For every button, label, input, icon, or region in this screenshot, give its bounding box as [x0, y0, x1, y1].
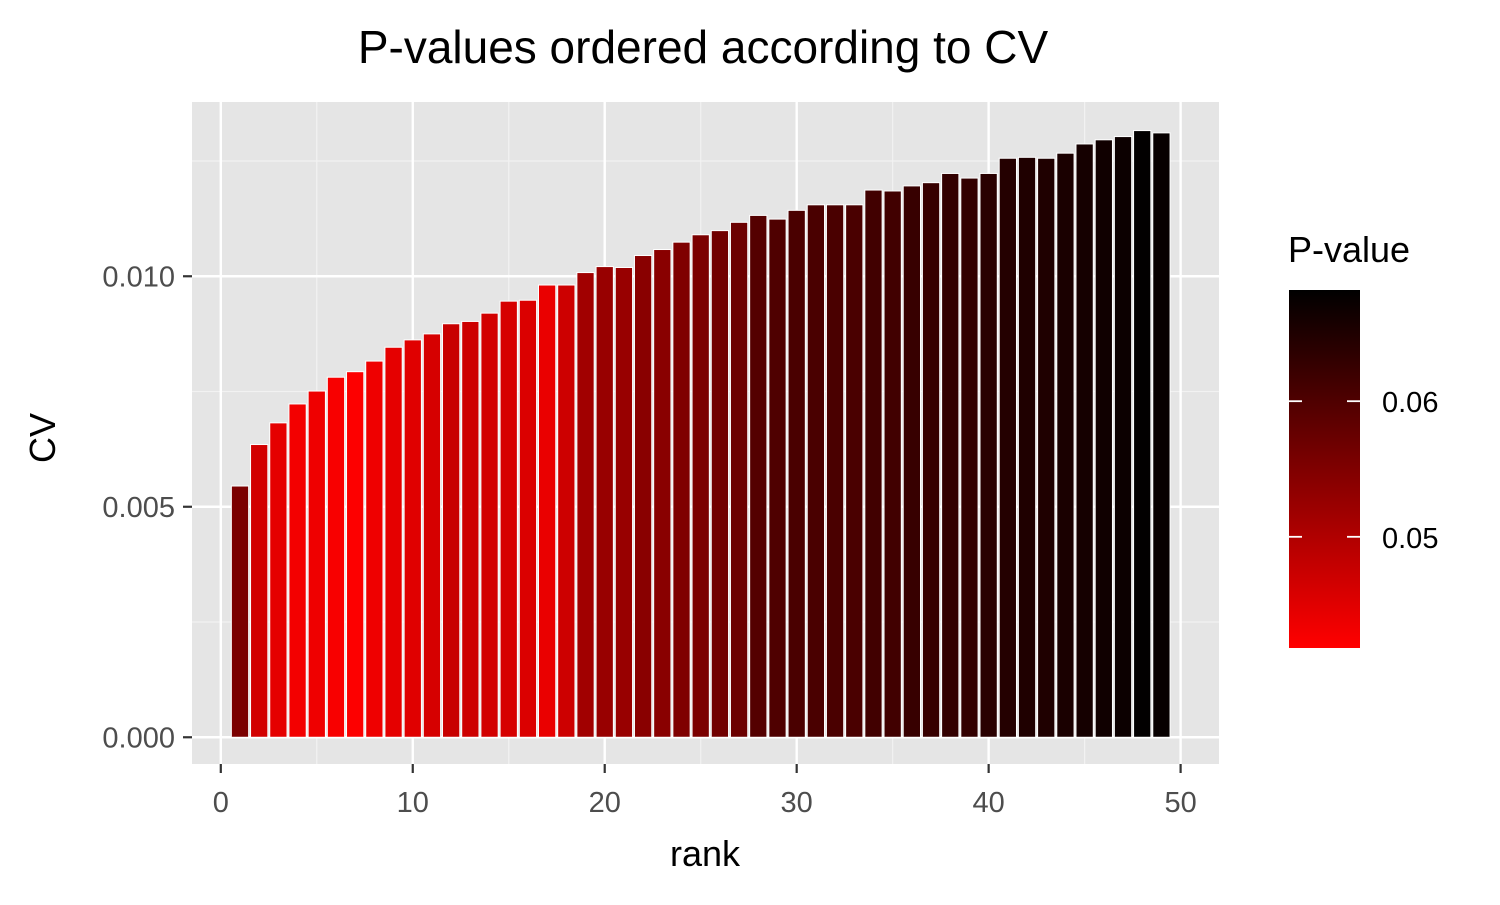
bar: [787, 209, 806, 738]
bar: [864, 189, 883, 738]
bar: [825, 204, 845, 738]
bar: [1017, 156, 1037, 738]
bar: [633, 255, 653, 738]
bar: [1037, 157, 1056, 738]
x-tick-label: 0: [213, 787, 229, 819]
y-axis-label: CV: [22, 413, 63, 463]
bar: [653, 249, 672, 738]
bar: [442, 323, 461, 738]
axes: 0 10 20 30 40 50 0.000 0.005 0.010: [102, 261, 1196, 819]
bar: [1152, 132, 1171, 738]
x-tick-label: 30: [781, 787, 813, 819]
bar: [921, 182, 941, 738]
bar: [979, 172, 998, 738]
x-tick-label: 10: [397, 787, 429, 819]
bar: [1075, 143, 1094, 738]
x-tick-label: 40: [973, 787, 1005, 819]
bar: [614, 267, 634, 738]
bar: [384, 346, 403, 738]
chart-title: P-values ordered according to CV: [358, 21, 1049, 73]
bar: [461, 320, 480, 738]
bar: [557, 284, 576, 738]
bar: [691, 234, 710, 738]
bar: [576, 272, 595, 738]
legend-title: P-value: [1288, 229, 1410, 270]
bar: [1056, 152, 1075, 738]
bar: [269, 422, 288, 738]
bar: [288, 403, 307, 738]
bar: [365, 360, 384, 738]
bar: [902, 185, 921, 738]
bar: [518, 299, 538, 738]
bar: [537, 284, 557, 738]
bar: [346, 371, 365, 738]
bar: [768, 218, 787, 738]
bar: [1113, 136, 1133, 738]
legend-tick-label: 0.06: [1382, 387, 1438, 419]
bar: [230, 485, 250, 738]
bar: [1133, 130, 1152, 738]
bar: [941, 172, 960, 738]
y-tick-label: 0.000: [102, 722, 175, 754]
legend: P-value 0.05 0.06: [1288, 229, 1438, 648]
bar: [422, 333, 442, 738]
bars: [230, 130, 1171, 738]
bar: [480, 312, 499, 738]
bar: [845, 204, 864, 738]
x-tick-label: 20: [589, 787, 621, 819]
bar: [307, 390, 326, 738]
y-tick-label: 0.010: [102, 261, 175, 293]
bar: [883, 190, 902, 738]
bar: [499, 300, 518, 738]
bar: [326, 376, 346, 738]
x-tick-label: 50: [1164, 787, 1196, 819]
x-axis-label: rank: [670, 833, 741, 874]
legend-colorbar: [1289, 290, 1360, 648]
bar: [403, 339, 422, 738]
bar: [710, 230, 730, 738]
bar: [806, 204, 826, 738]
bar: [1094, 139, 1113, 738]
bar: [729, 221, 749, 738]
bar: [250, 444, 269, 738]
bar: [749, 214, 768, 738]
y-tick-label: 0.005: [102, 492, 175, 524]
legend-tick-label: 0.05: [1382, 523, 1438, 555]
bar: [960, 177, 979, 738]
bar: [595, 266, 614, 738]
bar: [672, 241, 691, 738]
bar: [998, 157, 1017, 738]
